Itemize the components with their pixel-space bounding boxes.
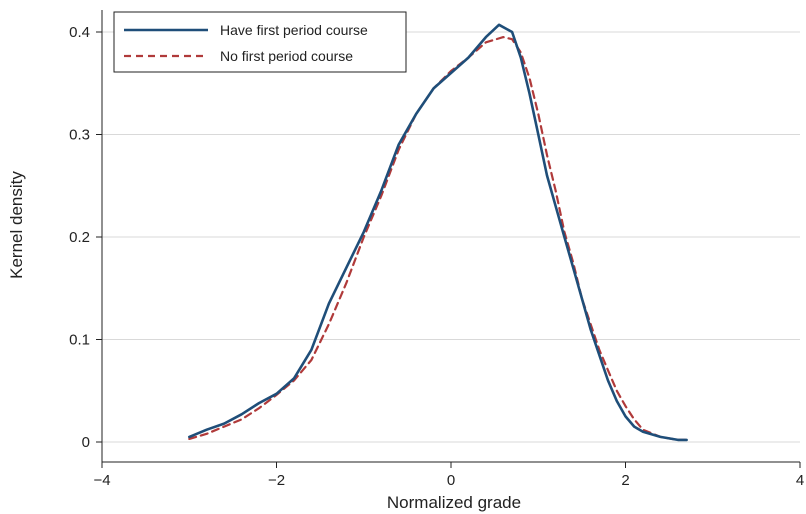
legend-label-have-first-period: Have first period course xyxy=(220,22,368,38)
y-tick-label-1: 0.1 xyxy=(69,332,90,349)
legend-box xyxy=(113,11,407,73)
x-tick-label-0: −4 xyxy=(93,472,110,489)
series-line-0 xyxy=(188,23,688,442)
x-tick-label-2: 0 xyxy=(447,472,455,489)
series-line-1 xyxy=(188,36,688,441)
legend: Have first period course No first period… xyxy=(113,11,407,73)
gridlines xyxy=(102,31,800,443)
y-axis-title: Kernel density xyxy=(7,171,26,279)
y-tick-label-4: 0.4 xyxy=(69,24,90,41)
x-tick-label-3: 2 xyxy=(621,472,629,489)
x-axis: −4 −2 0 2 4 xyxy=(93,461,804,489)
y-axis: 0 0.1 0.2 0.3 0.4 xyxy=(69,10,103,462)
x-tick-label-1: −2 xyxy=(268,472,285,489)
x-axis-title: Normalized grade xyxy=(387,493,521,512)
legend-label-no-first-period: No first period course xyxy=(220,48,353,64)
series-lines xyxy=(188,23,688,442)
y-tick-label-3: 0.3 xyxy=(69,127,90,144)
y-tick-label-2: 0.2 xyxy=(69,229,90,246)
x-tick-label-4: 4 xyxy=(796,472,804,489)
y-tick-label-0: 0 xyxy=(82,434,90,451)
